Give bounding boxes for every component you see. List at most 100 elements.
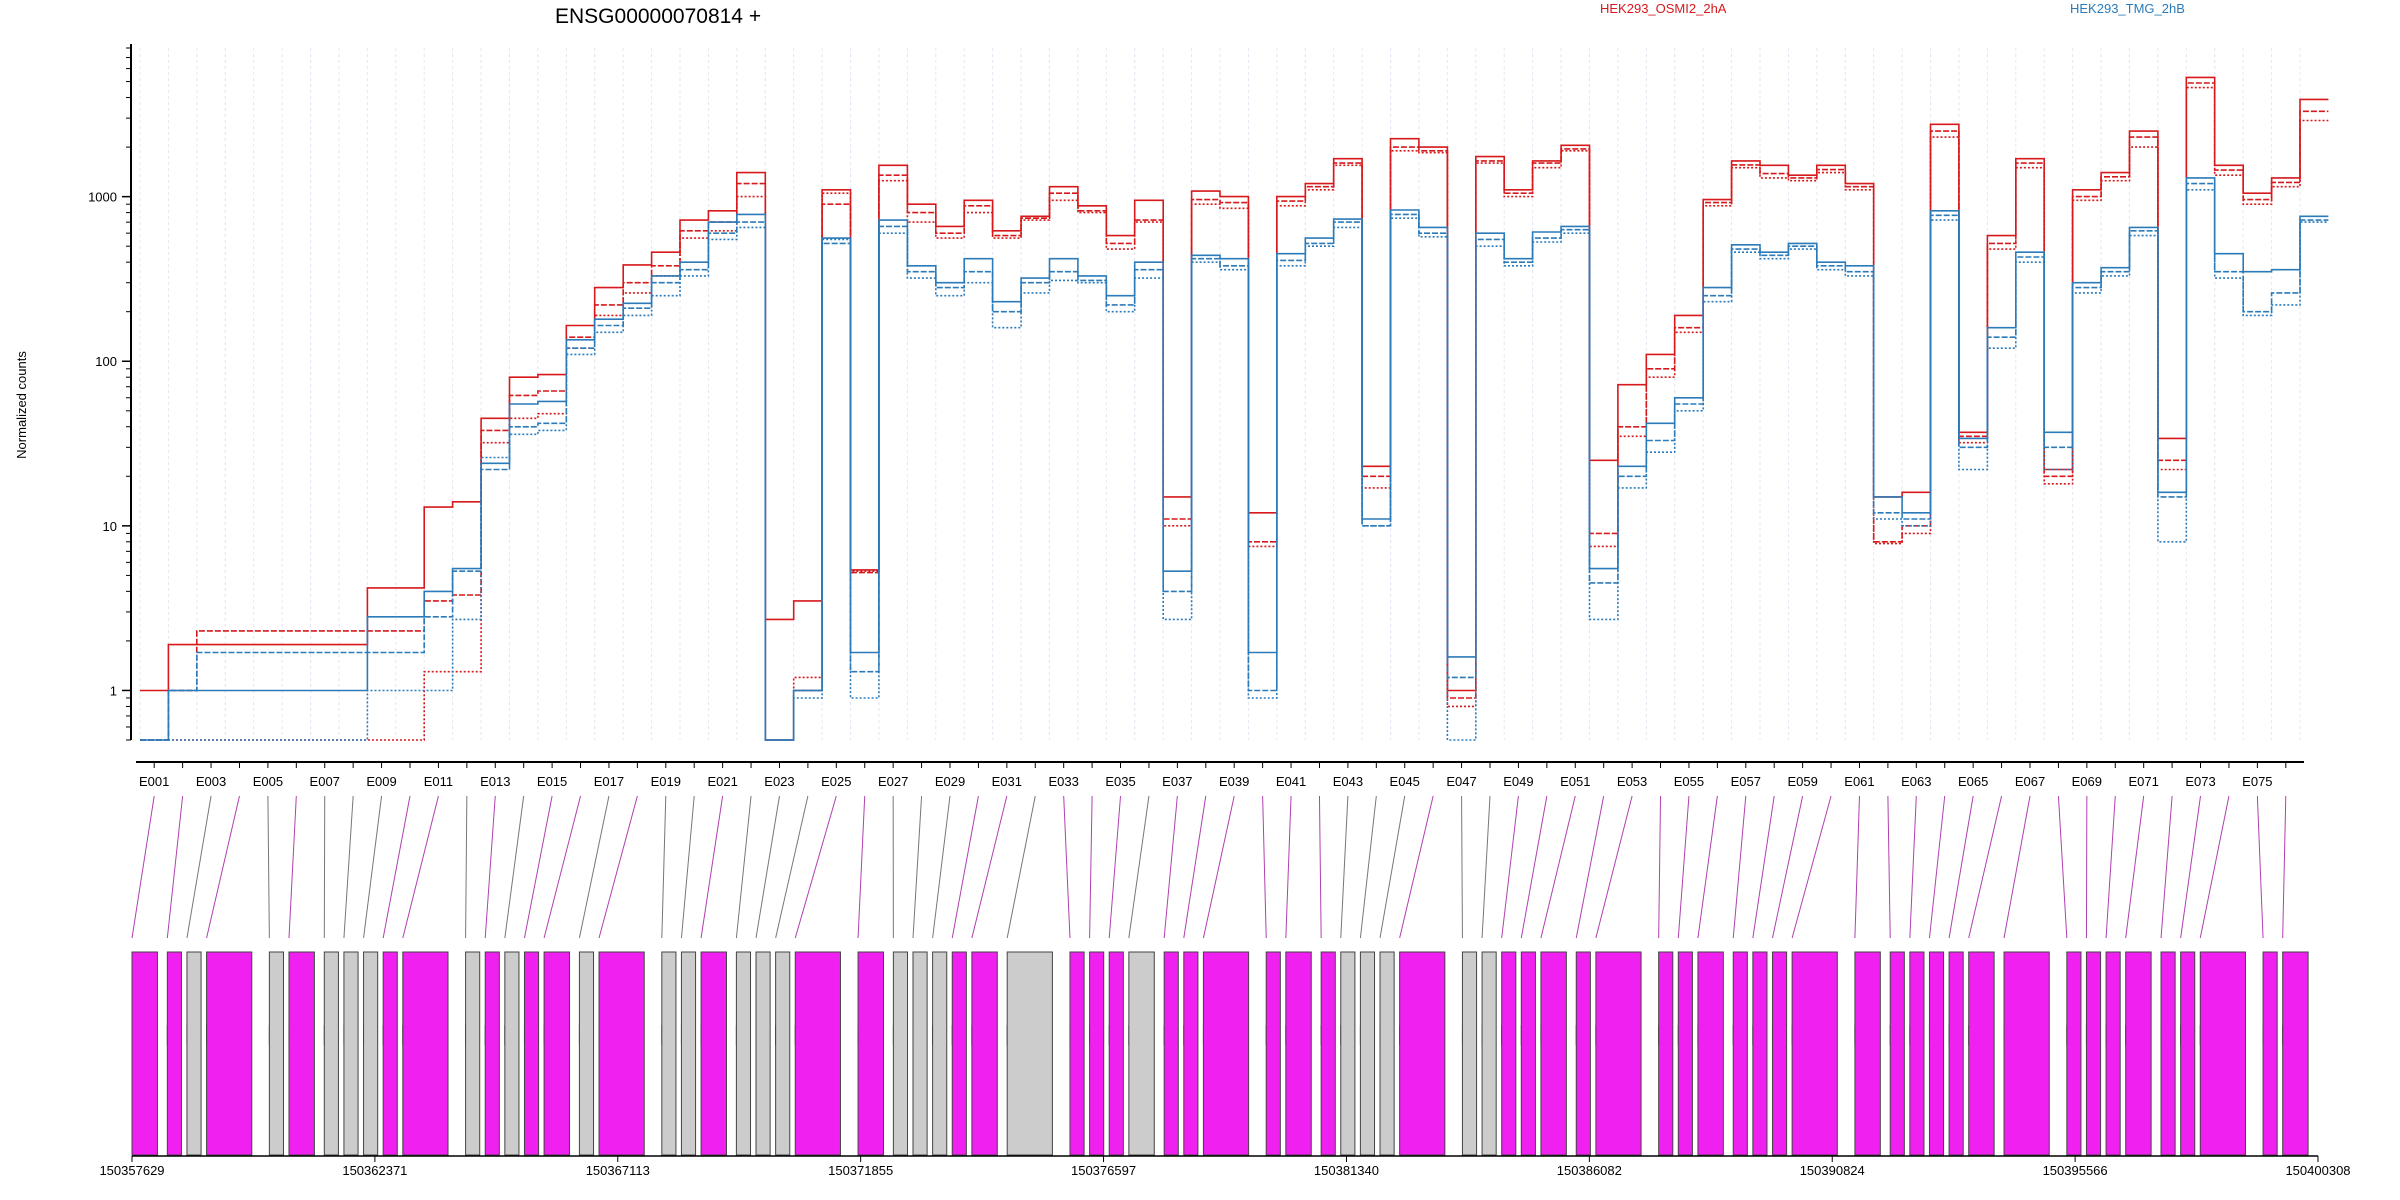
bin-connector (1285, 795, 1292, 939)
exon-block (323, 951, 339, 1156)
bin-connector (951, 795, 979, 939)
exon-block (465, 951, 481, 1156)
y-axis: 1 10 100 1000 (88, 44, 132, 741)
bin-connector (166, 795, 184, 939)
bin-connector (661, 795, 667, 939)
exon-block (735, 951, 752, 1156)
x-tick-label: E075 (2242, 774, 2272, 789)
y-axis-label: Normalized counts (14, 351, 29, 459)
x-tick-label: E025 (821, 774, 851, 789)
chart-title: ENSG00000070814 + (555, 5, 761, 28)
bin-connector (1732, 795, 1747, 939)
bin-connector (2125, 795, 2145, 939)
bin-connector (131, 795, 155, 939)
exon-block (504, 951, 520, 1156)
x-tick-label: E023 (764, 774, 794, 789)
bin-connector (1163, 795, 1178, 939)
x-axis: E001 E003 E005 E007 E009 E011 E013 E015 E017 E019… (136, 761, 2304, 789)
bin-connector (2160, 795, 2173, 939)
coord-label: 150371855 (828, 1163, 893, 1178)
bin-connector (1089, 795, 1093, 939)
bin-connector (1854, 795, 1860, 939)
bin-connector (1677, 795, 1690, 939)
bin-connector (2180, 795, 2202, 939)
exon-block (2085, 951, 2102, 1156)
exon-block (2180, 951, 2196, 1156)
bin-connector (267, 795, 270, 939)
bin-connector (1520, 795, 1548, 939)
exon-block (131, 951, 158, 1156)
bin-connector (186, 795, 212, 939)
x-tick-label: E047 (1446, 774, 1476, 789)
exon-block (1089, 951, 1105, 1156)
bin-connector (700, 795, 724, 939)
bin-connector (523, 795, 553, 939)
series-line (140, 76, 2329, 692)
bin-connector (1318, 795, 1322, 939)
x-tick-label: E039 (1219, 774, 1249, 789)
bin-connector (288, 795, 297, 939)
exon-block (206, 951, 253, 1156)
exon-block (288, 951, 315, 1156)
bin-connector (680, 795, 695, 939)
bin-connector (1461, 795, 1463, 939)
bin-connector (1128, 795, 1150, 939)
exon-block (775, 951, 791, 1156)
exon-block (1540, 951, 1567, 1156)
bin-connector (343, 795, 354, 939)
exon-block (912, 951, 928, 1156)
x-tick-label: E053 (1617, 774, 1647, 789)
y-tick-label: 10 (103, 519, 117, 534)
coord-label: 150400308 (2285, 1163, 2350, 1178)
bin-connector (1340, 795, 1349, 939)
bin-connector (1595, 795, 1633, 939)
bin-connector (1658, 795, 1662, 939)
bin-connector (1481, 795, 1491, 939)
bin-connector (1697, 795, 1718, 939)
exon-block (363, 951, 379, 1156)
exon-block (268, 951, 284, 1156)
y-tick-label: 1000 (88, 190, 117, 205)
series-line (140, 82, 2329, 741)
exon-block (1481, 951, 1497, 1156)
bin-connector (206, 795, 240, 939)
exon-block (755, 951, 771, 1156)
legend-entry: HEK293_OSMI2_2hA (1600, 1, 1727, 16)
exon-block (1909, 951, 1925, 1156)
x-tick-label: E027 (878, 774, 908, 789)
exon-block (1359, 951, 1376, 1156)
bin-connector (1202, 795, 1235, 939)
exon-block (1752, 951, 1768, 1156)
y-tick-label: 100 (95, 354, 117, 369)
bin-connector (2057, 795, 2068, 939)
bin-connector (1948, 795, 1974, 939)
bin-connector (932, 795, 951, 939)
bin-connector (775, 795, 809, 939)
x-tick-label: E067 (2015, 774, 2045, 789)
exon-block (166, 951, 182, 1156)
bin-connector (1006, 795, 1036, 939)
bin-connector (755, 795, 780, 939)
x-tick-label: E011 (424, 774, 453, 789)
bin-connector (857, 795, 866, 939)
bin-connector (402, 795, 439, 939)
bin-connector (1108, 795, 1122, 939)
x-tick-label: E005 (253, 774, 283, 789)
y-tick-label: 1 (110, 683, 117, 698)
x-tick-label: E069 (2072, 774, 2102, 789)
exon-block (1968, 951, 1995, 1156)
x-tick-label: E051 (1560, 774, 1590, 789)
x-tick-label: E063 (1901, 774, 1931, 789)
x-tick-label: E017 (594, 774, 624, 789)
exon-block (1183, 951, 1199, 1156)
x-tick-label: E061 (1844, 774, 1874, 789)
exon-block (1202, 951, 1250, 1156)
bin-connector (598, 795, 638, 939)
x-tick-label: E033 (1048, 774, 1078, 789)
genomic-coordinate-axis: 150357629 150362371 150367113 150371855 1503… (99, 1155, 2351, 1178)
bin-connector (971, 795, 1008, 939)
bin-connector (1771, 795, 1804, 939)
coord-label: 150357629 (99, 1163, 164, 1178)
coord-label: 150376597 (1071, 1163, 1136, 1178)
exon-block (1677, 951, 1693, 1156)
